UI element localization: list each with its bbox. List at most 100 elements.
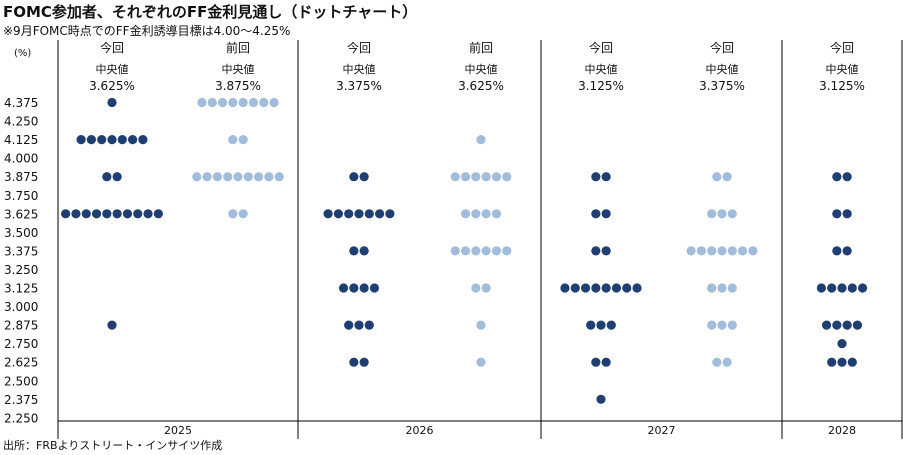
- dot-point: [359, 172, 369, 182]
- dot-point: [133, 209, 143, 219]
- median-caption: 中央値: [465, 63, 498, 76]
- dot-point: [349, 172, 359, 182]
- median-caption: 中央値: [222, 63, 255, 76]
- y-tick-label: 3.500: [4, 226, 38, 240]
- dot-point: [97, 135, 107, 145]
- dot-point: [460, 172, 471, 182]
- dot-point: [192, 172, 202, 182]
- dot-point: [460, 246, 471, 256]
- dot-point: [717, 246, 727, 256]
- dot-point: [491, 209, 502, 219]
- dot-point: [707, 320, 717, 330]
- dot-point: [586, 320, 596, 330]
- dot-point: [707, 283, 717, 293]
- dot-point: [827, 357, 837, 367]
- dot-point: [837, 339, 847, 349]
- median-caption: 中央値: [585, 63, 618, 76]
- dot-point: [601, 172, 611, 182]
- dot-point: [117, 135, 127, 145]
- dot-point: [349, 246, 359, 256]
- median-value: 3.625%: [458, 79, 504, 93]
- x-tick-label-year: 2028: [828, 424, 856, 437]
- dot-point: [450, 246, 460, 256]
- dot-point: [717, 209, 727, 219]
- dot-point: [102, 209, 112, 219]
- dot-point: [491, 172, 502, 182]
- y-tick-label: 3.000: [4, 300, 38, 314]
- dot-point: [471, 246, 481, 256]
- dot-point: [591, 246, 601, 256]
- dot-point: [816, 283, 827, 293]
- dot-point: [601, 246, 611, 256]
- dot-point: [842, 172, 852, 182]
- dot-point: [274, 172, 284, 182]
- dot-point: [233, 172, 243, 182]
- y-tick-label: 4.125: [4, 133, 38, 147]
- dot-point: [481, 209, 491, 219]
- dot-point: [112, 209, 122, 219]
- dot-point: [122, 209, 133, 219]
- dot-point: [344, 320, 354, 330]
- dot-point: [238, 135, 248, 145]
- dot-point: [596, 394, 606, 404]
- y-tick-label: 3.625: [4, 207, 38, 221]
- dot-point: [712, 172, 722, 182]
- dot-point: [738, 246, 748, 256]
- dot-point: [852, 320, 863, 330]
- dot-point: [842, 209, 852, 219]
- dot-point: [143, 209, 153, 219]
- dot-point: [375, 209, 385, 219]
- dot-point: [238, 97, 248, 108]
- dot-point: [476, 135, 486, 145]
- dot-point: [269, 97, 279, 108]
- dot-point: [481, 172, 491, 182]
- dot-point: [832, 172, 842, 182]
- dot-point: [349, 357, 359, 367]
- dot-point: [832, 209, 842, 219]
- y-tick-label: 3.375: [4, 244, 38, 258]
- column-header: 今回: [710, 40, 734, 55]
- dot-point: [344, 209, 354, 219]
- dot-point: [471, 172, 481, 182]
- dot-point: [591, 357, 601, 367]
- dot-point: [476, 320, 486, 330]
- median-value: 3.625%: [89, 79, 135, 93]
- y-tick-label: 3.875: [4, 170, 38, 184]
- dot-point: [107, 135, 117, 145]
- dot-point: [832, 320, 842, 330]
- dot-point: [228, 135, 238, 145]
- dot-point: [369, 283, 380, 293]
- dot-point: [138, 135, 148, 145]
- dot-point: [254, 172, 264, 182]
- dot-point: [596, 320, 606, 330]
- dot-point: [591, 283, 601, 293]
- dot-point: [333, 209, 343, 219]
- dot-point: [481, 246, 491, 256]
- dot-point: [821, 320, 832, 330]
- median-caption: 中央値: [343, 63, 376, 76]
- dot-point: [476, 357, 486, 367]
- y-tick-label: 2.375: [4, 393, 38, 407]
- column-header: 前回: [226, 40, 250, 55]
- dot-point: [359, 357, 369, 367]
- dot-point: [622, 283, 632, 293]
- dot-point: [696, 246, 707, 256]
- dot-point: [832, 246, 842, 256]
- dot-point: [722, 172, 732, 182]
- dot-point: [107, 97, 117, 108]
- dot-point: [202, 172, 212, 182]
- dot-point: [707, 246, 717, 256]
- dot-point: [248, 97, 259, 108]
- dot-point: [107, 320, 117, 330]
- dot-point: [471, 283, 481, 293]
- column-header: 今回: [830, 40, 854, 55]
- median-caption: 中央値: [706, 63, 739, 76]
- dot-point: [686, 246, 696, 256]
- y-tick-label: 4.250: [4, 115, 38, 129]
- dot-point: [727, 246, 737, 256]
- x-tick-label-year: 2026: [406, 424, 434, 437]
- median-value: 3.875%: [215, 79, 261, 93]
- dot-point: [491, 246, 502, 256]
- dot-point: [359, 246, 369, 256]
